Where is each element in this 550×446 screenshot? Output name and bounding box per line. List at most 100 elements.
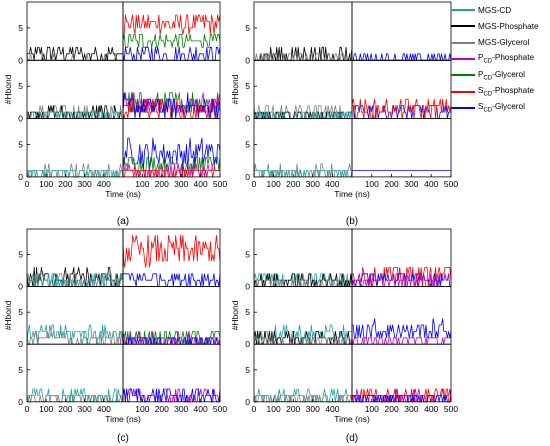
y-tick-label: 5 — [245, 81, 250, 91]
x-tick-label: 500 — [444, 179, 458, 189]
legend-item-scd-glycerol: SCD-Glycerol — [451, 100, 550, 116]
series-line-pcd_phosphate — [351, 273, 451, 287]
series-line-pcd_phosphate — [351, 337, 451, 345]
x-tick-label: 0 — [25, 404, 30, 414]
y-tick-label: 5 — [245, 23, 250, 33]
x-tick-label: 100 — [267, 179, 281, 189]
x-tick-label: 300 — [174, 179, 188, 189]
y-tick-label: 5 — [18, 81, 23, 91]
series-line-mgs_cd — [26, 111, 123, 119]
panel-d — [253, 228, 452, 403]
x-tick-label: 100 — [365, 404, 379, 414]
series-line-mgs_cd — [26, 170, 123, 178]
x-tick-label: 100 — [39, 404, 53, 414]
legend-label: MGS-Glycerol — [478, 38, 530, 48]
legend-item-mgs-phosphate: MGS-Phosphate — [451, 18, 550, 34]
y-tick-label: 0 — [18, 172, 23, 182]
legend-swatch-mgs-phosphate — [451, 25, 475, 28]
series-line-mgs_glycerol — [27, 395, 124, 403]
series-line-mgs_cd — [26, 324, 124, 345]
series-line-scd_glycerol — [122, 388, 221, 403]
series-line-scd_phosphate — [122, 235, 221, 268]
x-tick-label: 200 — [58, 404, 72, 414]
x-axis-label: Time (ns) — [334, 414, 370, 424]
series-line-scd_glycerol — [352, 318, 452, 339]
x-axis-label: Time (ns) — [105, 414, 141, 424]
legend-swatch-pcd-glycerol — [451, 74, 475, 77]
legend-label: MGS-Phosphate — [478, 21, 539, 31]
x-tick-label: 0 — [252, 179, 257, 189]
y-axis-label: #Hbond — [230, 300, 240, 330]
x-tick-label: 100 — [135, 404, 149, 414]
y-axis-label: #Hbond — [3, 300, 13, 330]
x-tick-label: 500 — [444, 404, 458, 414]
y-tick-label: 5 — [18, 140, 23, 150]
x-tick-label: 0 — [25, 179, 30, 189]
panel-label: (b) — [346, 216, 358, 227]
series-line-scd_phosphate — [351, 388, 452, 403]
x-tick-label: 100 — [267, 404, 281, 414]
x-tick-label: 400 — [424, 179, 438, 189]
legend-swatch-scd-glycerol — [451, 106, 475, 109]
panel-label: (a) — [117, 216, 129, 227]
x-tick-label: 0 — [252, 404, 257, 414]
x-tick-label: 400 — [325, 179, 339, 189]
series-line-pcd_glycerol — [122, 34, 221, 48]
x-tick-label: 200 — [58, 179, 72, 189]
y-tick-label: 5 — [245, 365, 250, 375]
subplot-frame — [253, 1, 353, 61]
x-tick-label: 500 — [213, 179, 227, 189]
legend-item-mgs-glycerol: MGS-Glycerol — [451, 35, 550, 51]
series-line-scd_glycerol — [122, 137, 221, 171]
y-tick-label: 5 — [245, 250, 250, 260]
x-axis-label: Time (ns) — [334, 189, 370, 199]
x-tick-label: 200 — [385, 404, 399, 414]
y-tick-label: 5 — [245, 140, 250, 150]
y-tick-label: 0 — [18, 339, 23, 349]
legend: MGS-CD MGS-Phosphate MGS-Glycerol PCD-Ph… — [451, 2, 550, 116]
x-tick-label: 300 — [78, 404, 92, 414]
panel-label: (d) — [346, 433, 358, 444]
legend-item-scd-phosphate: SCD-Phosphate — [451, 83, 550, 99]
y-tick-label: 0 — [245, 339, 250, 349]
y-tick-label: 0 — [245, 397, 250, 407]
y-tick-label: 5 — [18, 250, 23, 260]
x-tick-label: 400 — [97, 179, 111, 189]
y-axis-label: #Hbond — [3, 74, 13, 104]
legend-swatch-mgs-glycerol — [451, 41, 475, 44]
series-line-scd_glycerol — [123, 273, 221, 287]
panel-a — [26, 1, 221, 178]
y-tick-label: 5 — [18, 23, 23, 33]
legend-label: PCD-Glycerol — [478, 69, 525, 82]
x-tick-label: 400 — [424, 404, 438, 414]
x-tick-label: 300 — [404, 179, 418, 189]
y-tick-label: 0 — [18, 397, 23, 407]
subplot-frame — [26, 286, 124, 345]
legend-item-mgs-cd: MGS-CD — [451, 2, 550, 18]
legend-item-pcd-glycerol: PCD-Glycerol — [451, 67, 550, 83]
x-tick-label: 300 — [174, 404, 188, 414]
panel-c — [26, 228, 221, 403]
legend-label: SCD-Phosphate — [478, 85, 535, 98]
legend-swatch-mgs-cd — [451, 9, 475, 12]
legend-label: SCD-Glycerol — [478, 102, 525, 114]
legend-swatch-pcd-phosphate — [451, 58, 475, 61]
y-tick-label: 0 — [18, 114, 23, 124]
panel-b — [253, 1, 452, 178]
x-tick-label: 400 — [97, 404, 111, 414]
subplot-frame — [122, 1, 221, 61]
series-line-scd_phosphate — [123, 14, 221, 35]
y-tick-label: 0 — [245, 172, 250, 182]
x-tick-label: 300 — [306, 404, 320, 414]
subplot-frame — [351, 343, 452, 403]
legend-item-pcd-phosphate: PCD-Phosphate — [451, 51, 550, 67]
legend-swatch-scd-phosphate — [451, 90, 475, 93]
x-tick-label: 100 — [135, 179, 149, 189]
y-tick-label: 0 — [245, 55, 250, 65]
series-line-scd_phosphate — [351, 98, 452, 119]
legend-label: PCD-Phosphate — [478, 53, 535, 65]
subplot-frame — [122, 118, 221, 178]
x-axis-label: Time (ns) — [105, 189, 141, 199]
y-tick-label: 0 — [18, 55, 23, 65]
